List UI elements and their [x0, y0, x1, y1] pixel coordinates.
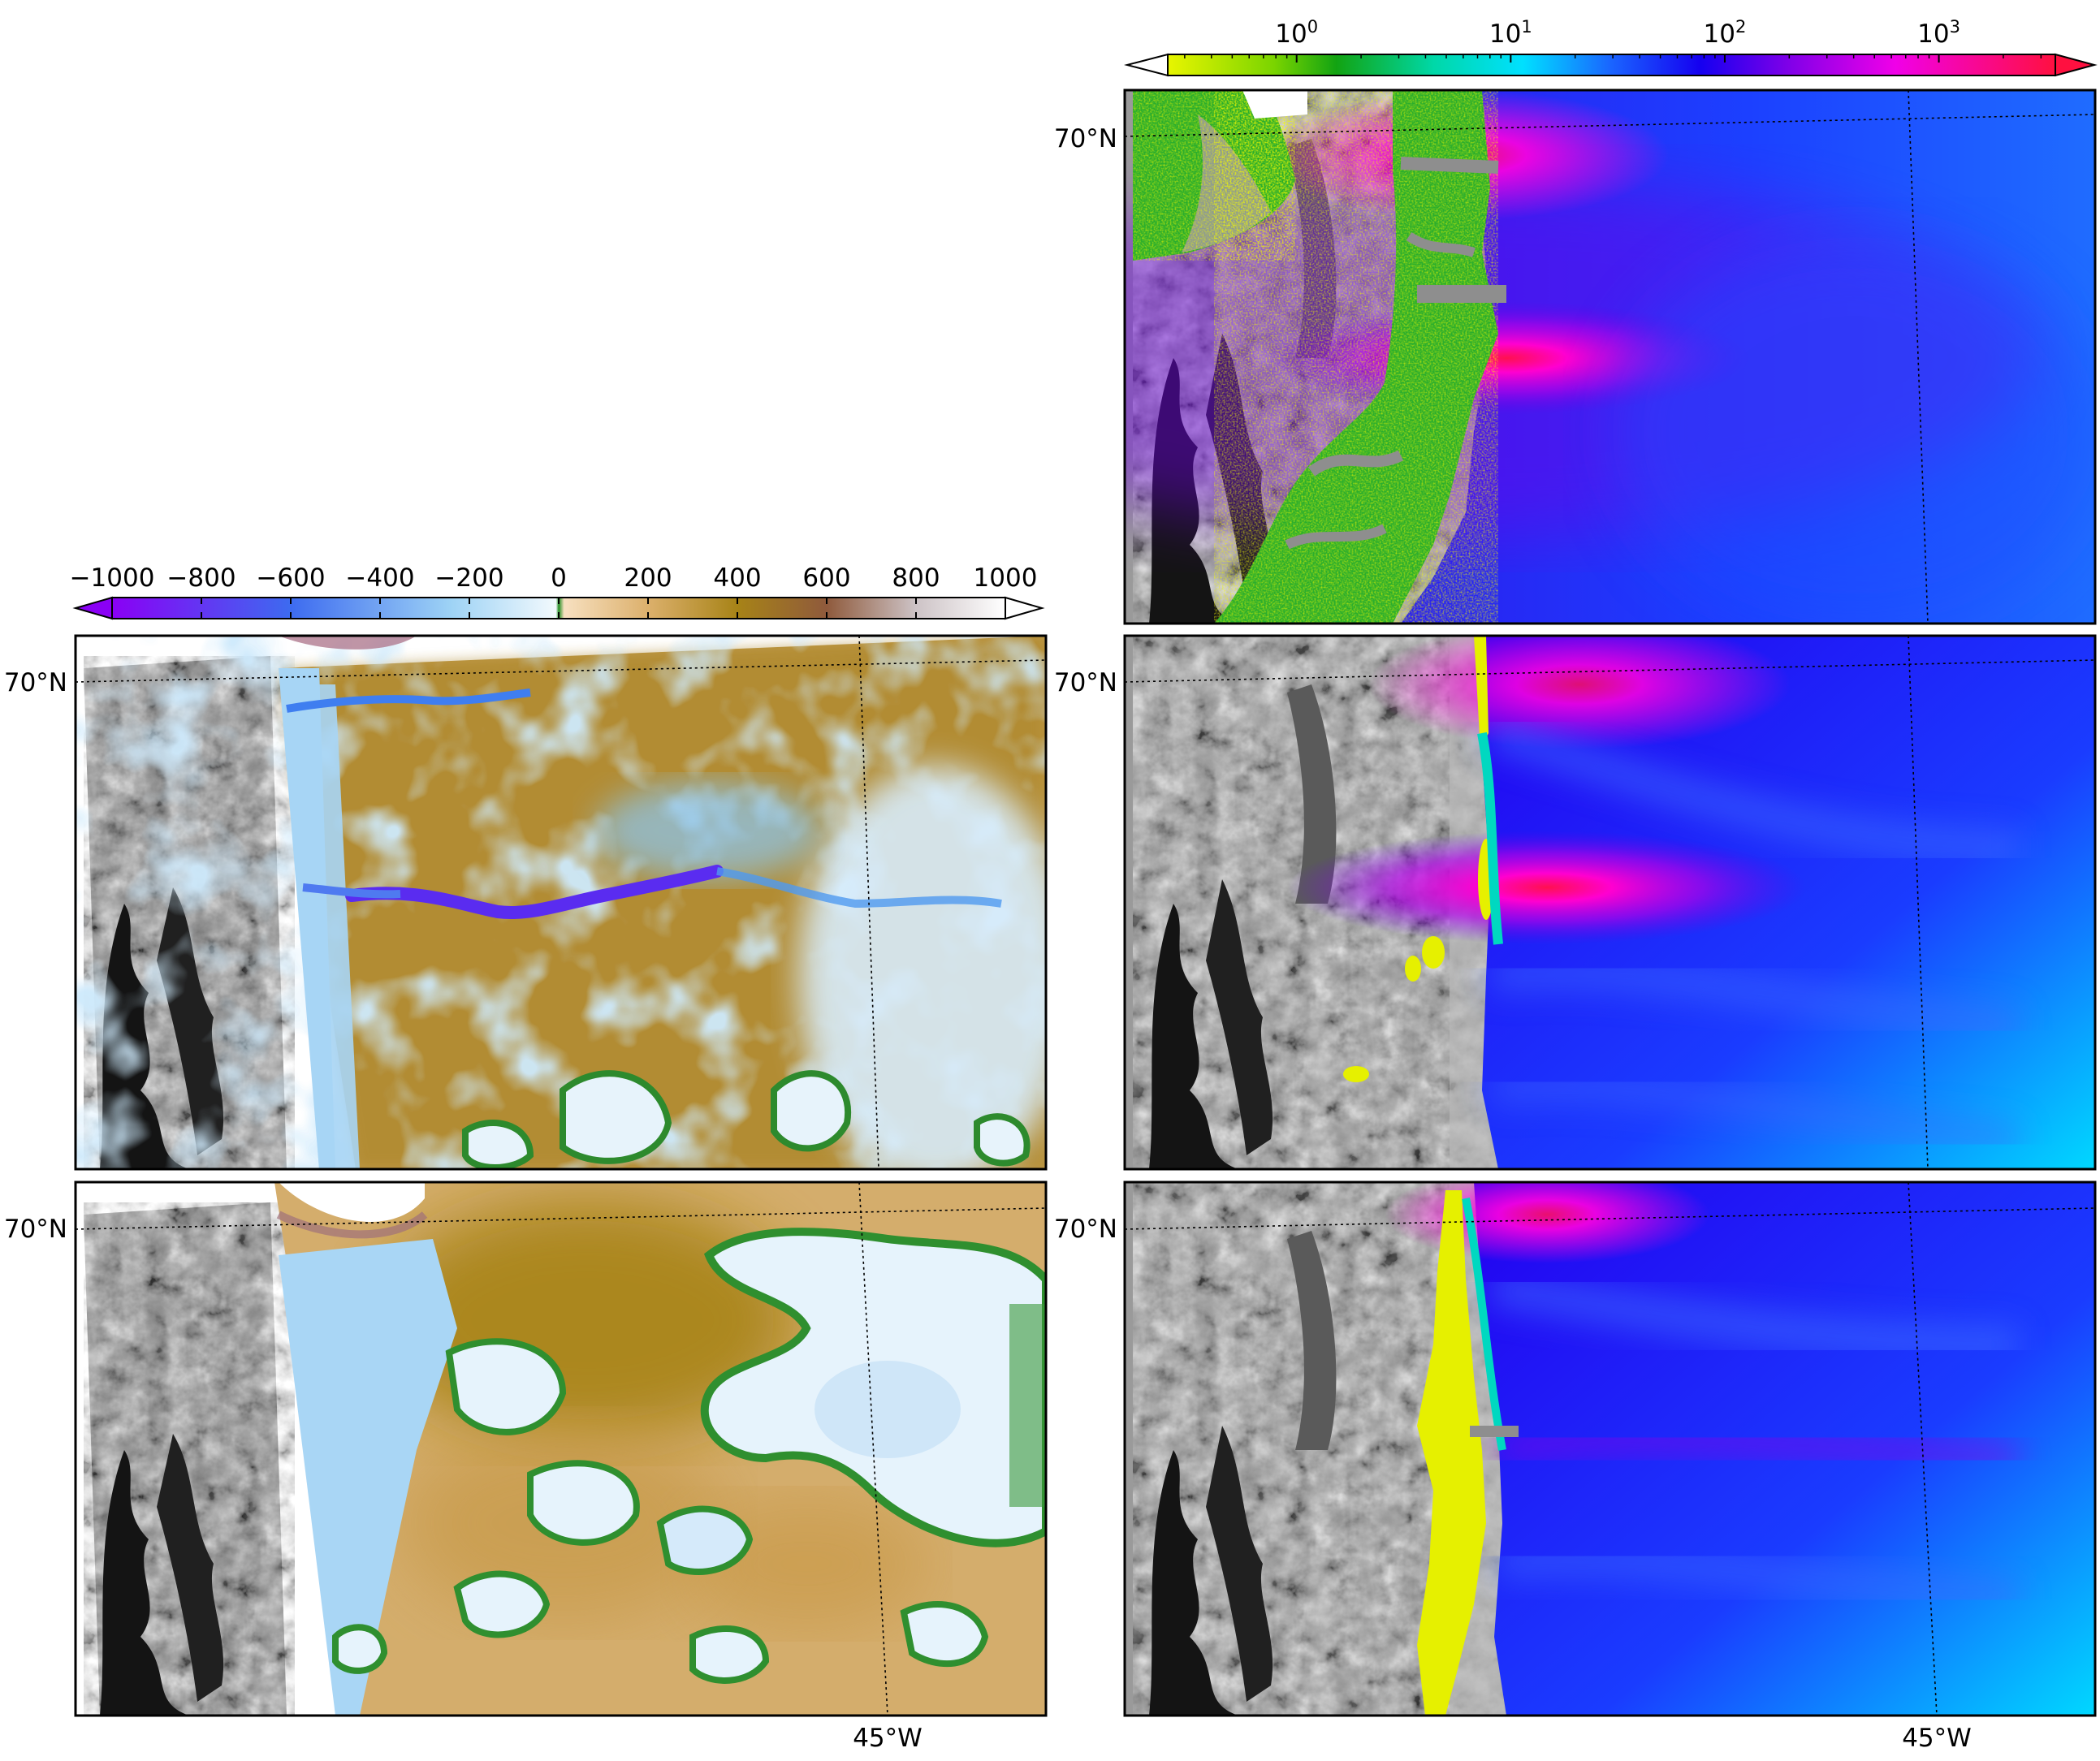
linear-colorbar-tick-label: −600 — [256, 563, 325, 593]
map-panel-left-bottom: 70°N 45°W — [4, 1180, 1048, 1753]
lat-label-left-middle: 70°N — [4, 668, 67, 697]
linear-colorbar-tick-label: 400 — [713, 563, 761, 593]
lat-label-right-bottom: 70°N — [1054, 1215, 1117, 1244]
linear-colorbar-tick-label: 1000 — [974, 563, 1038, 593]
log-colorbar-tick-label: 101 — [1489, 17, 1532, 49]
lon-label-right-bottom: 45°W — [1902, 1724, 1972, 1753]
lat-label-right-top: 70°N — [1054, 124, 1117, 153]
linear-colorbar-tick-label: −800 — [166, 563, 235, 593]
map-panel-right-middle: 70°N — [1054, 634, 2097, 1171]
linear-colorbar-tick-label: −400 — [345, 563, 414, 593]
map-panel-left-middle: 70°N — [4, 634, 1048, 1171]
log-colorbar-ticks: 100 101 102 103 — [1184, 17, 2042, 63]
log-colorbar-tick-label: 103 — [1917, 17, 1960, 49]
lat-label-left-bottom: 70°N — [4, 1215, 67, 1244]
linear-colorbar-tick-label: 0 — [551, 563, 567, 593]
log-colorbar: 100 101 102 103 — [1124, 17, 2098, 77]
linear-colorbar-tick-label: −200 — [434, 563, 503, 593]
linear-colorbar-tick-label: 200 — [624, 563, 672, 593]
linear-colorbar: −1000 −800 −600 −400 −200 0 200 400 600 800 1000 — [70, 563, 1045, 620]
map-panel-right-bottom: 70°N 45°W — [1054, 1180, 2097, 1753]
linear-colorbar-tick-label: −1000 — [70, 563, 155, 593]
linear-colorbar-ticks: −1000 −800 −600 −400 −200 0 200 400 600 800 1000 — [70, 563, 1038, 619]
log-colorbar-tick-label: 102 — [1704, 17, 1747, 49]
linear-colorbar-tick-label: 800 — [892, 563, 940, 593]
lat-label-right-middle: 70°N — [1054, 668, 1117, 697]
map-panel-right-top: 70°N — [1054, 88, 2097, 625]
log-colorbar-tick-label: 100 — [1275, 17, 1318, 49]
linear-colorbar-tick-label: 600 — [802, 563, 850, 593]
lon-label-left-bottom: 45°W — [853, 1724, 923, 1753]
